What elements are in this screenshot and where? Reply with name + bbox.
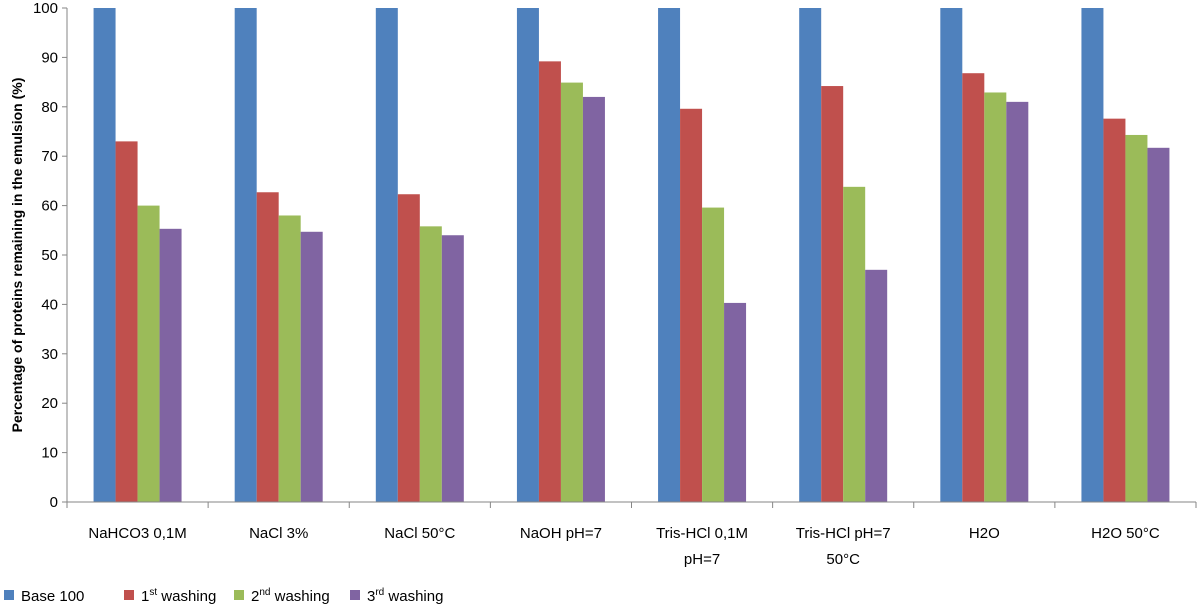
bars-group <box>93 8 1170 503</box>
legend-label-base: 2 <box>251 588 259 605</box>
legend-label-rest: washing <box>157 588 216 605</box>
legend-label-rest: washing <box>384 588 443 605</box>
y-axis-title: Percentage of proteins remaining in the … <box>9 78 25 433</box>
legend-label-superscript: rd <box>375 587 384 598</box>
legend-label-superscript: st <box>149 587 157 598</box>
bar <box>560 82 583 503</box>
x-tick-label: NaOH pH=7 <box>520 525 602 542</box>
bar <box>419 226 442 502</box>
bar <box>278 215 301 503</box>
legend-label: 3rd washing <box>367 587 443 605</box>
bar <box>843 186 866 502</box>
x-tick-label: NaCl 50°C <box>384 525 455 542</box>
y-tick-label: 60 <box>41 198 58 215</box>
bar <box>300 231 323 503</box>
legend-swatch <box>350 590 360 600</box>
legend-label-rest: washing <box>270 588 329 605</box>
bar <box>538 61 561 503</box>
x-tick-label: H2O <box>969 525 1000 542</box>
bar <box>375 8 398 502</box>
bar <box>1006 101 1029 503</box>
legend-label-superscript: nd <box>259 587 270 598</box>
legend-label-base: Base 100 <box>21 588 84 605</box>
bar <box>1103 118 1126 502</box>
y-tick-label: 30 <box>41 346 58 363</box>
legend-label-base: 3 <box>367 588 375 605</box>
bar <box>93 8 116 502</box>
x-tick-label: Tris-HCl pH=7 <box>796 525 891 542</box>
bar <box>702 207 725 503</box>
bar <box>984 92 1007 502</box>
bar <box>658 8 681 502</box>
x-axis: NaHCO3 0,1M NaCl 3% NaCl 50°C NaOH pH=7 Tris… <box>66 501 1197 568</box>
y-tick-label: 50 <box>41 247 58 264</box>
legend-label: 2nd washing <box>251 587 330 605</box>
bar <box>115 141 138 502</box>
bar <box>799 8 822 502</box>
x-tick-label: Tris-HCl 0,1M <box>656 525 748 542</box>
x-tick-label: pH=7 <box>684 551 720 568</box>
bar <box>516 8 539 502</box>
bar <box>441 235 464 503</box>
y-tick-label: 70 <box>41 148 58 165</box>
y-tick-label: 100 <box>33 0 58 17</box>
bar <box>680 108 703 502</box>
x-tick-label: NaCl 3% <box>249 525 308 542</box>
y-axis: 0 10 20 30 40 50 60 70 80 90 100 <box>33 0 68 511</box>
legend-label: 1st washing <box>141 587 216 605</box>
bar <box>582 96 605 503</box>
bar <box>821 86 844 502</box>
x-tick-label: H2O 50°C <box>1091 525 1160 542</box>
bar <box>256 192 279 502</box>
legend: Base 100 1st washing 2nd washing 3rd washin… <box>4 587 443 605</box>
legend-label: Base 100 <box>21 588 84 605</box>
x-tick-label: NaHCO3 0,1M <box>88 525 186 542</box>
bar <box>159 228 182 502</box>
legend-swatch <box>234 590 244 600</box>
y-tick-label: 20 <box>41 395 58 412</box>
bar <box>962 73 985 502</box>
legend-label-base: 1 <box>141 588 149 605</box>
bar <box>397 194 420 502</box>
bar <box>1081 8 1104 502</box>
y-tick-label: 10 <box>41 445 58 462</box>
y-tick-label: 90 <box>41 49 58 66</box>
legend-swatch <box>124 590 134 600</box>
bar <box>1125 134 1148 502</box>
bar <box>234 8 257 502</box>
x-tick-label: 50°C <box>826 551 860 568</box>
bar <box>940 8 963 502</box>
bar <box>865 269 888 502</box>
bar <box>724 302 747 502</box>
y-tick-label: 0 <box>50 494 58 511</box>
legend-swatch <box>4 590 14 600</box>
y-tick-label: 80 <box>41 99 58 116</box>
bar <box>137 205 160 502</box>
y-axis-title-group: Percentage of proteins remaining in the … <box>9 78 25 433</box>
y-tick-label: 40 <box>41 296 58 313</box>
bar <box>1147 147 1170 502</box>
